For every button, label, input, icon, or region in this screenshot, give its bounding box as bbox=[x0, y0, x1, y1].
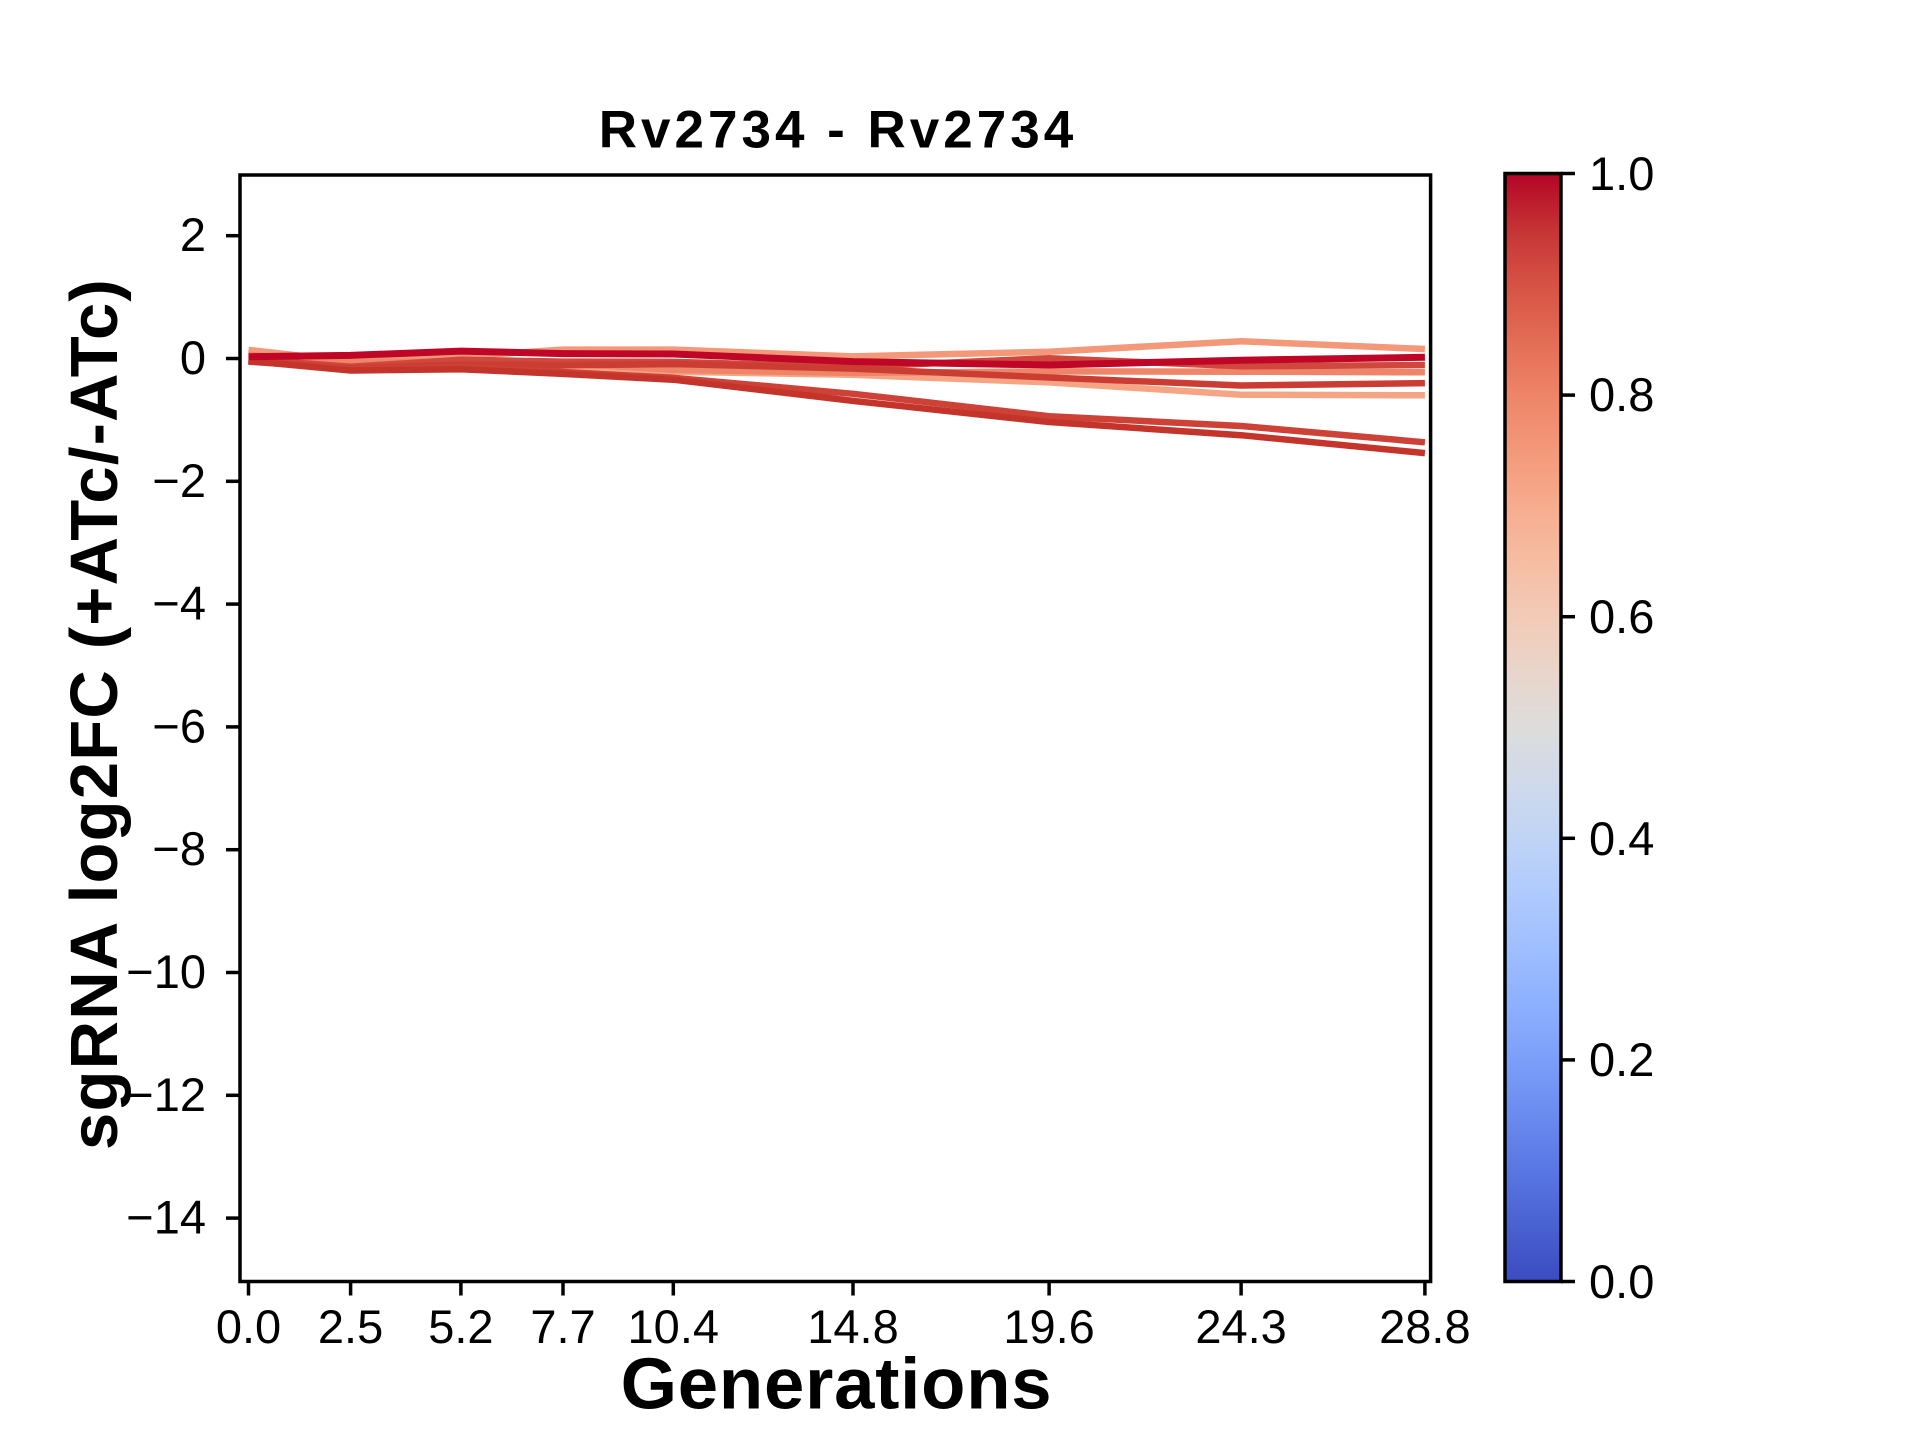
svg-text:−6: −6 bbox=[152, 699, 206, 752]
svg-text:−10: −10 bbox=[126, 945, 206, 998]
svg-text:24.3: 24.3 bbox=[1195, 1300, 1286, 1353]
svg-text:0.8: 0.8 bbox=[1589, 368, 1654, 421]
svg-text:2.5: 2.5 bbox=[318, 1300, 383, 1353]
svg-text:10.4: 10.4 bbox=[628, 1300, 719, 1353]
svg-text:0.4: 0.4 bbox=[1589, 812, 1654, 865]
svg-text:7.7: 7.7 bbox=[530, 1300, 595, 1353]
svg-text:Generations: Generations bbox=[621, 1344, 1053, 1425]
svg-text:28.8: 28.8 bbox=[1379, 1300, 1470, 1353]
svg-text:19.6: 19.6 bbox=[1003, 1300, 1094, 1353]
svg-text:5.2: 5.2 bbox=[428, 1300, 493, 1353]
svg-text:Rv2734 - Rv2734: Rv2734 - Rv2734 bbox=[599, 101, 1077, 160]
svg-text:−2: −2 bbox=[152, 454, 206, 507]
svg-text:0.0: 0.0 bbox=[1589, 1255, 1654, 1308]
svg-text:0.6: 0.6 bbox=[1589, 590, 1654, 643]
svg-text:0.0: 0.0 bbox=[216, 1300, 281, 1353]
svg-text:−14: −14 bbox=[126, 1191, 206, 1244]
svg-text:sgRNA log2FC (+ATc/-ATc): sgRNA log2FC (+ATc/-ATc) bbox=[57, 278, 132, 1150]
svg-text:2: 2 bbox=[180, 208, 206, 261]
svg-text:0: 0 bbox=[180, 331, 206, 384]
svg-text:−12: −12 bbox=[126, 1068, 206, 1121]
svg-text:0.2: 0.2 bbox=[1589, 1033, 1654, 1086]
svg-text:1.0: 1.0 bbox=[1589, 147, 1654, 200]
svg-text:−8: −8 bbox=[152, 822, 206, 875]
svg-text:14.8: 14.8 bbox=[807, 1300, 898, 1353]
svg-text:−4: −4 bbox=[152, 577, 206, 630]
